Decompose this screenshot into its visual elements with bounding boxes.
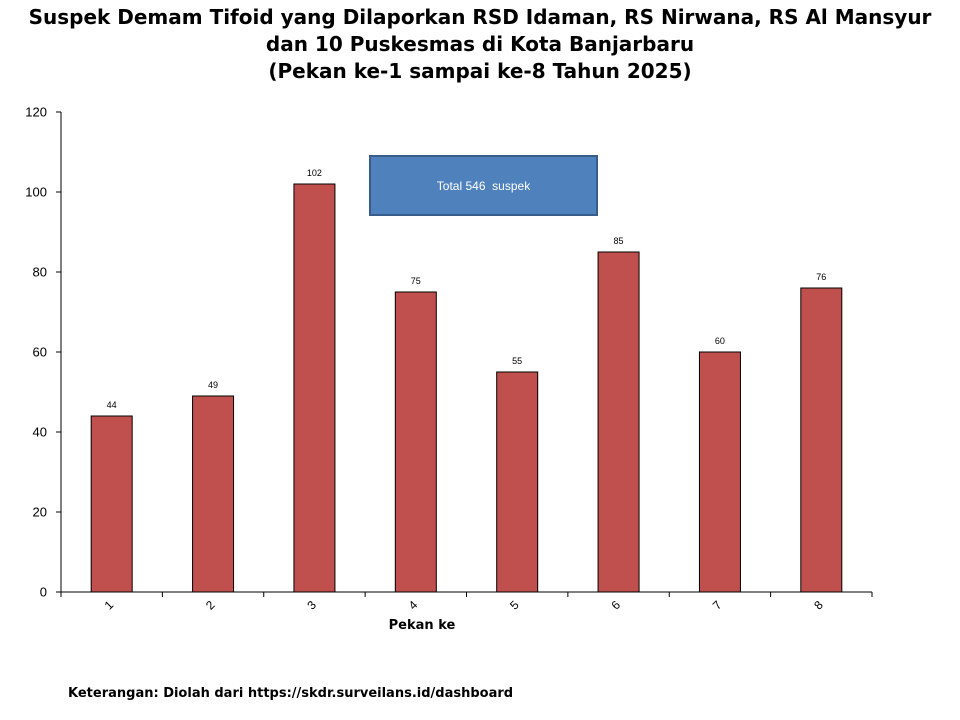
data-label: 49 bbox=[208, 380, 218, 390]
y-tick-label: 120 bbox=[25, 105, 47, 120]
chart-title: Suspek Demam Tifoid yang Dilaporkan RSD … bbox=[0, 4, 960, 85]
x-tick-label: 7 bbox=[710, 598, 725, 613]
annotation-group: Total 546 suspek bbox=[369, 155, 598, 216]
title-line-3: (Pekan ke-1 sampai ke-8 Tahun 2025) bbox=[268, 59, 692, 83]
x-axis-label: Pekan ke bbox=[389, 618, 456, 633]
x-tick-label: 2 bbox=[203, 598, 218, 613]
title-line-2: dan 10 Puskesmas di Kota Banjarbaru bbox=[265, 32, 695, 56]
y-tick-label: 100 bbox=[25, 185, 47, 200]
bar-week-6 bbox=[597, 251, 640, 593]
bar-week-8 bbox=[800, 287, 843, 593]
data-label: 76 bbox=[816, 272, 826, 282]
x-tick-label: 4 bbox=[406, 598, 421, 613]
x-axis: 1 2 3 4 5 6 7 8 bbox=[60, 591, 873, 613]
total-annotation-text: Total 546 suspek bbox=[437, 179, 531, 193]
y-tick-label: 60 bbox=[33, 345, 47, 360]
bar-week-4 bbox=[394, 291, 437, 593]
bar-week-1 bbox=[90, 415, 133, 593]
y-tick-label: 80 bbox=[33, 265, 47, 280]
y-tick-label: 20 bbox=[33, 505, 47, 520]
footnote: Keterangan: Diolah dari https://skdr.sur… bbox=[68, 686, 514, 701]
x-tick-label: 3 bbox=[304, 598, 319, 613]
x-tick-label: 8 bbox=[811, 598, 826, 613]
y-axis: 0 20 40 60 80 100 120 bbox=[25, 105, 62, 600]
data-label: 75 bbox=[411, 276, 421, 286]
bar-week-3 bbox=[293, 183, 336, 593]
data-label: 55 bbox=[512, 356, 522, 366]
bar-week-5 bbox=[496, 371, 539, 593]
total-annotation-box bbox=[369, 155, 598, 216]
y-tick-label: 40 bbox=[33, 425, 47, 440]
y-tick-label: 0 bbox=[40, 585, 47, 600]
data-label: 60 bbox=[715, 336, 725, 346]
x-tick-label: 6 bbox=[608, 598, 623, 613]
data-label: 44 bbox=[107, 400, 117, 410]
data-label: 102 bbox=[307, 168, 322, 178]
title-line-1: Suspek Demam Tifoid yang Dilaporkan RSD … bbox=[28, 5, 932, 29]
x-tick-label: 1 bbox=[102, 598, 117, 613]
bar-week-7 bbox=[698, 351, 741, 593]
x-tick-label: 5 bbox=[507, 598, 522, 613]
data-label: 85 bbox=[614, 236, 624, 246]
bar-week-2 bbox=[192, 395, 235, 593]
bar-series: 44 49 102 75 55 85 60 76 bbox=[90, 168, 843, 593]
